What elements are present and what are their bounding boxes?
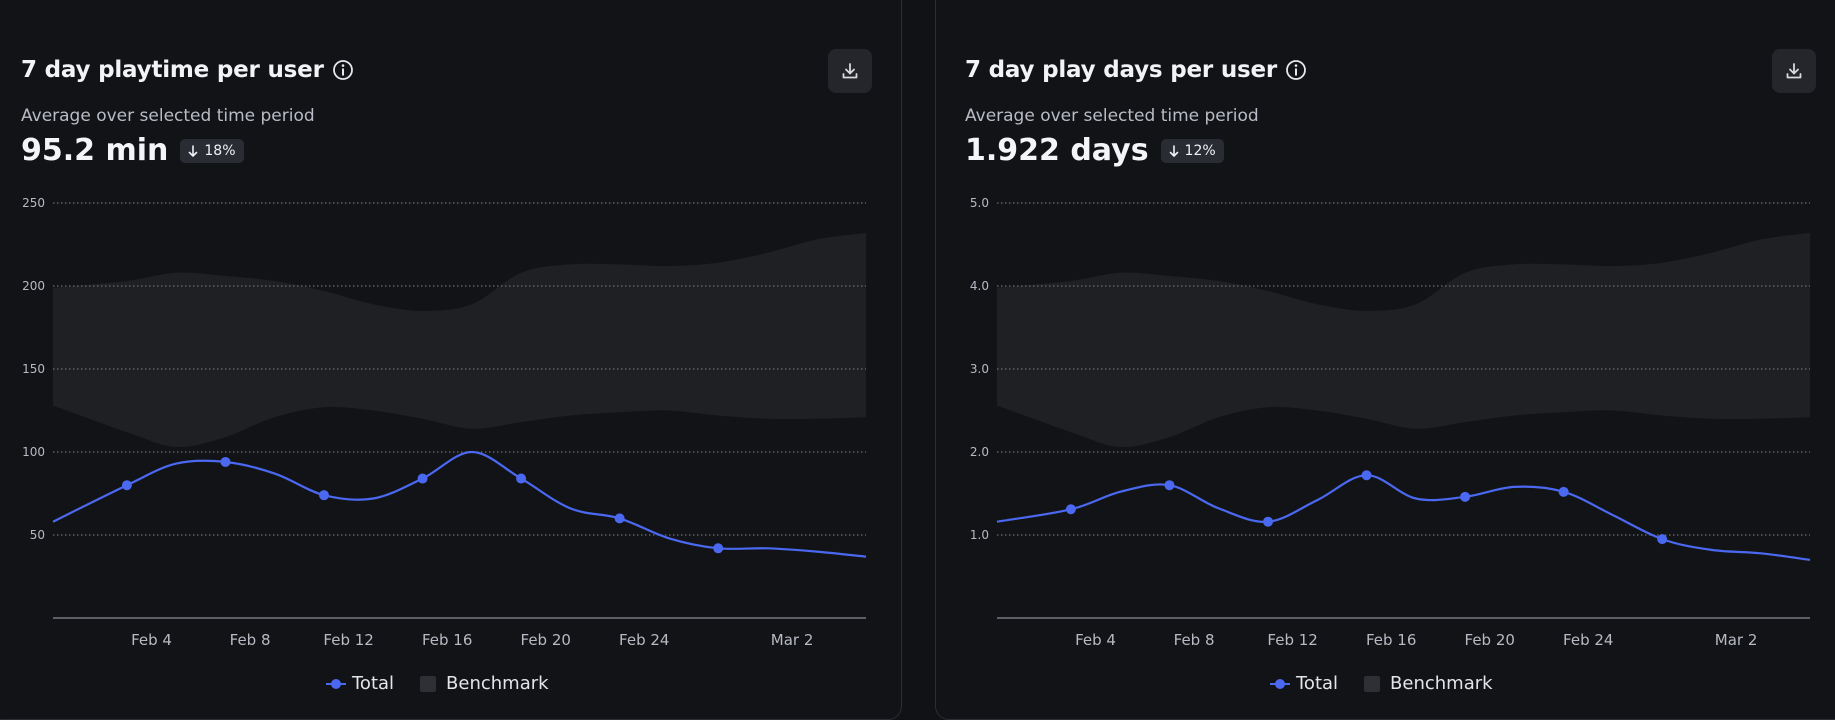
metric-value: 95.2 min (21, 133, 169, 168)
download-button[interactable] (1772, 49, 1816, 93)
change-value: 18% (204, 142, 236, 159)
playtime-chart: 50 100 150 200 250 Feb 4 Feb 8 Feb 12 Feb 16 Feb … (22, 196, 867, 649)
chart-legend: Total Benchmark (1270, 673, 1493, 694)
legend-box-swatch (420, 675, 437, 692)
legend-total[interactable]: Total (326, 673, 394, 694)
play-days-chart: 1.0 2.0 3.0 4.0 5.0 Feb 4 Feb 8 Feb 12 Feb 16 Feb… (970, 196, 1811, 649)
legend-line-swatch (1270, 678, 1290, 689)
y-tick-label: 1.0 (970, 528, 989, 542)
change-badge: 18% (180, 138, 244, 163)
y-tick-label: 50 (30, 528, 45, 542)
x-tick-label: Mar 2 (771, 631, 814, 649)
download-icon (1786, 63, 1802, 79)
total-data-point (220, 456, 231, 467)
legend-benchmark-label: Benchmark (1390, 673, 1493, 694)
x-tick-label: Feb 4 (131, 631, 172, 649)
play-days-title-row: 7 day play days per user (965, 57, 1307, 83)
total-series-line (52, 450, 867, 558)
y-tick-label: 4.0 (970, 279, 989, 293)
total-data-point (1657, 534, 1668, 545)
download-button[interactable] (828, 49, 872, 93)
metric-value: 1.922 days (965, 133, 1149, 168)
benchmark-band (997, 232, 1810, 448)
total-data-point (614, 513, 625, 524)
total-data-point (121, 480, 132, 491)
legend-benchmark[interactable]: Benchmark (420, 673, 549, 694)
x-tick-label: Feb 24 (1563, 631, 1613, 649)
total-data-point (1558, 486, 1569, 497)
playtime-title-row: 7 day playtime per user (21, 57, 354, 83)
chart-subtitle: Average over selected time period (965, 106, 1259, 126)
total-data-point (1460, 491, 1471, 502)
legend-benchmark[interactable]: Benchmark (1364, 673, 1493, 694)
legend-benchmark-label: Benchmark (446, 673, 549, 694)
y-tick-label: 5.0 (970, 196, 989, 210)
legend-total-label: Total (1296, 673, 1339, 694)
x-tick-label: Feb 4 (1075, 631, 1116, 649)
x-tick-label: Feb 12 (323, 631, 373, 649)
chart-subtitle: Average over selected time period (21, 106, 315, 126)
total-series-line (996, 474, 1811, 561)
x-tick-label: Feb 12 (1267, 631, 1317, 649)
y-tick-label: 3.0 (970, 362, 989, 376)
x-tick-label: Feb 8 (230, 631, 271, 649)
chart-title: 7 day playtime per user (21, 57, 324, 83)
y-tick-label: 150 (22, 362, 45, 376)
download-icon (842, 63, 858, 79)
change-value: 12% (1184, 142, 1216, 159)
y-tick-label: 200 (22, 279, 45, 293)
info-icon[interactable] (332, 59, 354, 81)
total-data-point (713, 543, 724, 554)
x-tick-label: Mar 2 (1715, 631, 1758, 649)
total-data-point (1361, 470, 1372, 481)
info-icon[interactable] (1285, 59, 1307, 81)
metric-row: 95.2 min 18% (21, 133, 244, 168)
legend-line-swatch (326, 678, 346, 689)
total-data-point (319, 490, 329, 501)
chart-legend: Total Benchmark (326, 673, 549, 694)
x-tick-label: Feb 20 (521, 631, 571, 649)
chart-title: 7 day play days per user (965, 57, 1278, 83)
legend-total-label: Total (352, 673, 395, 694)
y-tick-label: 100 (22, 445, 45, 459)
arrow-down-icon (189, 144, 198, 157)
x-tick-label: Feb 16 (1366, 631, 1416, 649)
arrow-down-icon (1169, 144, 1178, 157)
y-tick-label: 250 (22, 196, 45, 210)
x-tick-label: Feb 8 (1174, 631, 1215, 649)
total-data-point (516, 473, 527, 484)
total-data-point (417, 473, 428, 484)
total-data-point (1263, 516, 1273, 527)
x-tick-label: Feb 24 (619, 631, 669, 649)
change-badge: 12% (1160, 138, 1224, 163)
total-data-point (1164, 480, 1175, 491)
benchmark-band (53, 232, 866, 448)
metric-row: 1.922 days 12% (965, 133, 1224, 168)
total-data-point (1065, 504, 1076, 515)
y-tick-label: 2.0 (970, 445, 989, 459)
legend-total[interactable]: Total (1270, 673, 1338, 694)
x-tick-label: Feb 20 (1465, 631, 1515, 649)
legend-box-swatch (1364, 675, 1381, 692)
x-tick-label: Feb 16 (422, 631, 472, 649)
